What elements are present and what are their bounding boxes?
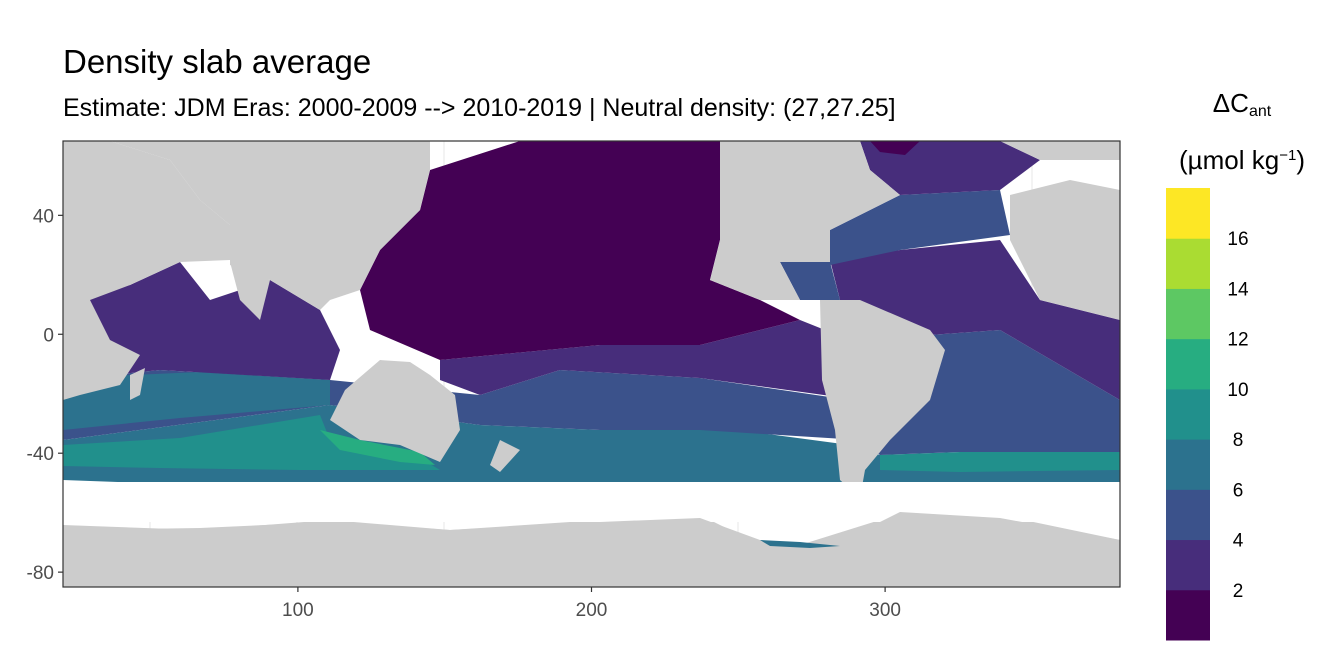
band-north-pacific-dark — [360, 141, 800, 360]
legend-label: 6 — [1233, 480, 1244, 501]
legend-swatch — [1166, 238, 1210, 289]
land-north-america — [710, 141, 900, 300]
legend-title: ΔCant (µmol kg−1) — [1158, 86, 1326, 177]
y-axis: 40 0 -40 -80 — [27, 206, 63, 584]
x-axis: 100 200 300 — [282, 587, 901, 621]
y-tick-label: -40 — [27, 444, 54, 465]
land-new-zealand — [490, 440, 520, 472]
land-madagascar — [130, 368, 145, 400]
legend-title-sub: ant — [1248, 103, 1272, 120]
land-eurasia — [110, 141, 430, 310]
land-australia — [330, 360, 460, 462]
legend-title-main: ΔC — [1212, 88, 1249, 118]
band-indian-purple — [63, 262, 340, 380]
band-atlantic-purple — [830, 240, 1120, 400]
y-tick-label: 40 — [33, 206, 54, 227]
band-indian-teal — [63, 372, 330, 430]
band-pacific-purple — [440, 320, 860, 400]
legend-labels: 2 4 6 8 10 12 14 16 — [1227, 229, 1249, 602]
antarctic-coast-band — [760, 540, 840, 548]
land-south-america — [820, 300, 945, 498]
legend-swatch — [1166, 589, 1210, 641]
legend-swatch — [1166, 288, 1210, 340]
legend-label: 14 — [1227, 279, 1249, 300]
legend-label: 8 — [1233, 430, 1244, 451]
map-layers — [63, 141, 1120, 587]
legend-swatch — [1166, 489, 1210, 541]
legend-swatch — [1166, 338, 1210, 390]
legend-label: 16 — [1227, 229, 1248, 250]
chart-subtitle: Estimate: JDM Eras: 2000-2009 --> 2010-2… — [63, 94, 896, 122]
legend-label: 10 — [1227, 380, 1248, 401]
legend-swatch — [1166, 388, 1210, 440]
land-india — [230, 262, 270, 320]
legend-label: 12 — [1227, 330, 1248, 351]
land-antarctica-top — [63, 512, 1120, 587]
legend-colorbar — [1166, 188, 1210, 641]
legend-swatch — [1166, 439, 1210, 490]
chart-title: Density slab average — [63, 43, 372, 80]
x-tick-label: 200 — [576, 600, 608, 621]
band-bright-teal-2 — [880, 452, 1120, 472]
land-africa — [63, 141, 230, 400]
y-tick-label: -80 — [27, 563, 54, 584]
land-europe-africa-east — [1010, 180, 1120, 320]
land-greenland — [920, 141, 1120, 160]
x-tick-label: 300 — [869, 600, 901, 621]
legend-unit: (µmol kg−1) — [1179, 145, 1305, 175]
legend-label: 4 — [1233, 531, 1244, 552]
band-arctic-dark — [870, 141, 920, 155]
legend-label: 2 — [1233, 581, 1244, 602]
band-north-atlantic-blue — [830, 190, 1010, 265]
y-tick-label: 0 — [43, 325, 54, 346]
x-tick-label: 100 — [282, 600, 314, 621]
legend-swatch — [1166, 539, 1210, 591]
band-bright-teal-1 — [63, 415, 440, 470]
band-bright-teal-3 — [320, 430, 435, 465]
legend-swatch — [1166, 188, 1210, 239]
